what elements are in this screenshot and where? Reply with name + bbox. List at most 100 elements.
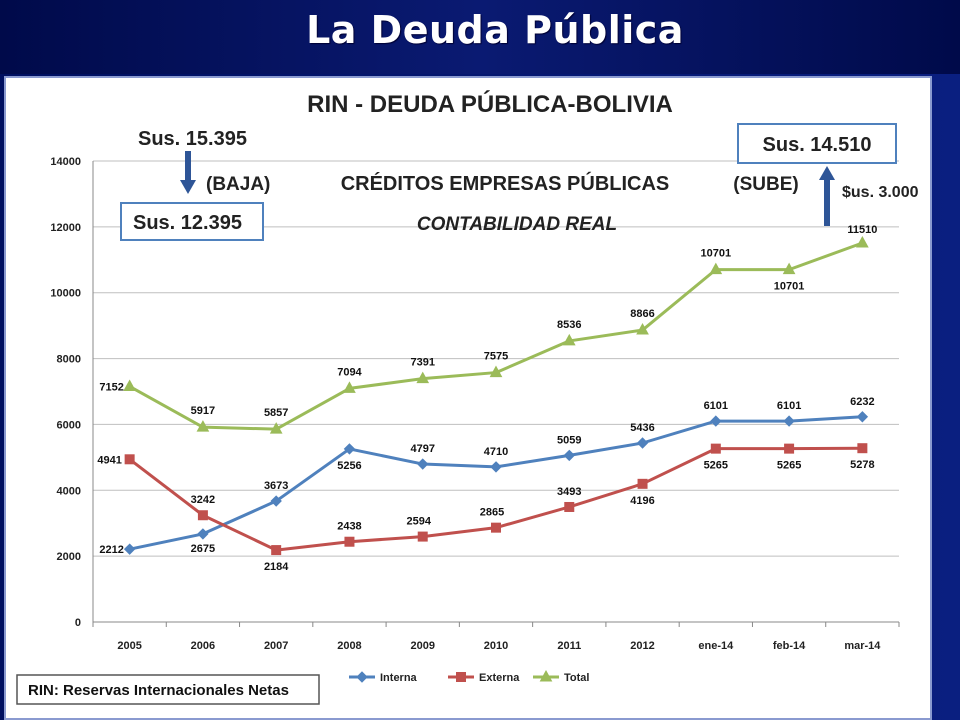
legend-label-interna: Interna: [380, 672, 418, 684]
data-point-externa: [271, 545, 282, 556]
data-point-externa: [417, 531, 428, 542]
data-label-interna: 5059: [557, 434, 581, 446]
data-label-externa: 2865: [480, 507, 504, 519]
legend-marker-interna: [356, 671, 368, 683]
data-label-total: 7575: [484, 351, 508, 363]
data-label-interna: 5256: [337, 460, 361, 472]
sube-label: (SUBE): [733, 174, 798, 195]
data-point-interna: [856, 411, 869, 423]
data-point-externa: [491, 522, 501, 533]
data-point-total: [269, 422, 283, 434]
data-label-interna: 6101: [777, 400, 801, 412]
y-tick-label: 2000: [57, 551, 81, 563]
data-point-interna: [123, 543, 136, 555]
y-tick-label: 10000: [50, 288, 81, 300]
y-tick-label: 8000: [57, 354, 81, 366]
baja-label: (BAJA): [206, 174, 270, 195]
legend: Interna Externa Total: [349, 669, 589, 684]
x-tick-label: 2007: [264, 640, 288, 652]
footer-rin-note: RIN: Reservas Internacionales Netas: [28, 682, 289, 699]
data-label-total: 7391: [410, 357, 434, 369]
data-label-externa: 2594: [406, 516, 431, 528]
data-point-externa: [784, 443, 795, 454]
data-label-interna: 5436: [630, 422, 654, 434]
data-label-interna: 3673: [264, 480, 288, 492]
data-label-externa: 5265: [704, 460, 728, 472]
data-point-total: [123, 379, 136, 391]
data-point-total: [636, 323, 649, 335]
data-label-total: 7152: [99, 381, 123, 393]
data-label-total: 5857: [264, 407, 288, 419]
data-label-total: 10701: [774, 281, 805, 293]
data-label-total: 10701: [701, 248, 732, 260]
data-label-total: 5917: [191, 405, 215, 417]
data-point-externa: [124, 454, 135, 465]
contabilidad-note: CONTABILIDAD REAL: [417, 214, 617, 235]
data-label-externa: 4941: [97, 454, 121, 466]
data-label-interna: 2212: [99, 544, 123, 556]
up-arrow-icon: [819, 166, 835, 226]
data-label-interna: 4797: [410, 443, 434, 455]
annotation-boxed-left: Sus. 12.395: [133, 212, 242, 234]
slide-header: La Deuda Pública: [0, 0, 960, 77]
annotation-top-left: Sus. 15.395: [138, 128, 247, 150]
x-tick-label: 2009: [410, 640, 434, 652]
down-arrow-icon: [180, 151, 196, 194]
left-value-box: [120, 202, 264, 241]
data-point-total: [343, 381, 356, 393]
data-point-total: [562, 333, 576, 346]
x-tick-label: 2012: [630, 640, 654, 652]
slide-title: La Deuda Pública: [306, 8, 684, 52]
data-label-total: 8536: [557, 319, 581, 331]
data-point-externa: [197, 510, 208, 521]
data-point-interna: [710, 415, 722, 427]
data-point-interna: [636, 437, 649, 449]
y-tick-label: 14000: [50, 156, 81, 168]
footer-box: [16, 674, 320, 705]
chart-title: RIN - DEUDA PÚBLICA-BOLIVIA: [307, 90, 673, 118]
data-point-total: [709, 262, 723, 275]
data-point-interna: [343, 443, 356, 455]
data-point-externa: [857, 443, 868, 454]
data-point-interna: [490, 461, 502, 473]
data-label-externa: 2438: [337, 521, 361, 533]
series-line-total: [128, 241, 863, 431]
data-point-interna: [563, 449, 575, 462]
data-point-total: [856, 235, 869, 248]
x-tick-label: 2011: [557, 640, 581, 652]
data-point-total: [196, 420, 210, 432]
data-label-interna: 2675: [191, 543, 215, 555]
data-label-externa: 5278: [850, 459, 874, 471]
data-point-interna: [270, 495, 282, 507]
data-point-externa: [710, 443, 721, 454]
chart-subtitle: CRÉDITOS EMPRESAS PÚBLICAS: [341, 171, 670, 195]
x-tick-label: feb-14: [773, 640, 806, 652]
y-tick-label: 12000: [50, 222, 81, 234]
legend-label-total: Total: [564, 672, 589, 684]
data-label-externa: 3493: [557, 486, 581, 498]
annotation-right-increase: $us. 3.000: [842, 184, 919, 201]
data-point-interna: [417, 458, 429, 470]
data-label-interna: 6232: [850, 396, 874, 408]
legend-marker-total: [539, 669, 553, 682]
data-label-total: 7094: [337, 366, 362, 378]
data-label-interna: 4710: [484, 446, 508, 458]
data-point-total: [416, 371, 430, 384]
data-point-externa: [564, 501, 575, 512]
legend-label-externa: Externa: [479, 672, 520, 684]
data-label-externa: 3242: [191, 494, 215, 506]
data-label-total: 11510: [847, 224, 877, 236]
x-tick-label: 2010: [484, 640, 508, 652]
data-label-total: 8866: [630, 308, 654, 320]
data-point-total: [782, 262, 796, 275]
x-tick-label: 2008: [337, 640, 361, 652]
data-label-externa: 4196: [630, 495, 654, 507]
y-tick-label: 0: [75, 617, 81, 629]
data-point-interna: [197, 528, 209, 540]
series-layer: [123, 235, 869, 556]
right-value-box: [737, 123, 897, 164]
data-point-interna: [783, 415, 795, 427]
y-tick-label: 6000: [57, 419, 81, 431]
legend-marker-externa: [456, 672, 466, 682]
